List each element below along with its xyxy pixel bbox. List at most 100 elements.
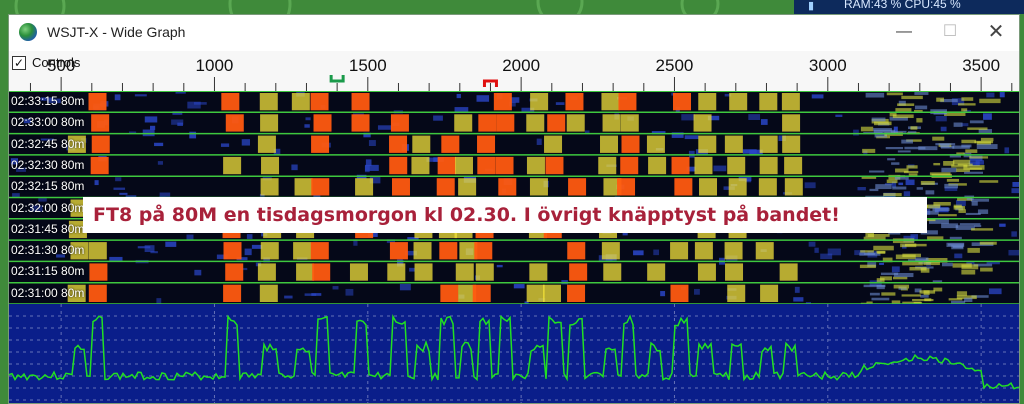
waterfall-noise <box>933 162 941 166</box>
ft8-signal <box>729 93 748 111</box>
ft8-signal <box>759 135 778 153</box>
waterfall-noise <box>979 180 999 183</box>
waterfall-noise <box>622 231 628 236</box>
ft8-signal <box>474 242 493 260</box>
waterfall-noise <box>909 267 927 271</box>
ft8-signal <box>526 114 545 132</box>
waterfall-noise <box>967 127 988 130</box>
ft8-signal <box>670 242 689 260</box>
waterfall-noise <box>305 117 311 121</box>
waterfall-noise <box>886 179 898 184</box>
waterfall-noise <box>405 250 417 256</box>
waterfall-noise <box>973 263 993 267</box>
ft8-signal <box>257 135 276 153</box>
waterfall-noise <box>874 133 888 138</box>
maximize-button[interactable]: ☐ <box>942 23 958 40</box>
waterfall-noise <box>881 292 896 296</box>
waterfall-noise <box>304 293 317 296</box>
waterfall-noise <box>496 264 503 268</box>
waterfall-noise <box>883 193 902 197</box>
waterfall-noise <box>904 146 926 150</box>
waterfall-noise <box>951 300 966 304</box>
waterfall-noise <box>251 244 263 249</box>
ft8-signal <box>387 263 406 281</box>
waterfall-noise <box>907 131 917 134</box>
waterfall-noise <box>694 288 700 295</box>
waterfall-noise <box>246 234 253 239</box>
waterfall-noise <box>887 158 896 161</box>
ft8-signal <box>68 220 87 239</box>
waterfall-noise <box>386 239 396 244</box>
window-title: WSJT-X - Wide Graph <box>47 24 186 40</box>
frequency-scale: 500 1000 1500 2000 2500 3000 3500 <box>29 56 1013 91</box>
waterfall-noise <box>865 232 874 238</box>
ft8-signal <box>412 135 431 153</box>
waterfall-noise <box>814 247 819 253</box>
waterfall-noise <box>369 177 381 184</box>
waterfall-noise <box>914 92 929 95</box>
ruler-label: 3500 <box>962 56 1000 75</box>
ft8-signal <box>529 263 548 281</box>
waterfall-noise <box>1004 147 1010 154</box>
waterfall-noise <box>150 125 156 130</box>
ft8-signal <box>724 135 743 153</box>
ft8-signal <box>566 114 585 132</box>
waterfall-noise <box>979 241 997 245</box>
waterfall-noise <box>951 245 964 250</box>
waterfall-noise <box>944 186 958 192</box>
waterfall-noise <box>953 206 966 210</box>
waterfall-noise <box>244 248 252 256</box>
waterfall-noise <box>920 230 938 235</box>
waterfall-noise <box>744 178 752 183</box>
ft8-signal <box>225 263 244 281</box>
row-timestamp: 02:33:00 80m <box>11 115 85 130</box>
waterfall-noise <box>742 149 757 154</box>
waterfall-noise <box>956 152 965 155</box>
waterfall-noise <box>332 286 339 290</box>
waterfall-noise <box>1012 181 1019 187</box>
ft8-signal <box>530 93 549 111</box>
frequency-ruler[interactable]: 500 1000 1500 2000 2500 3000 3500 ✓ Controls <box>9 51 1019 92</box>
waterfall-noise <box>932 136 945 141</box>
ft8-signal <box>260 178 279 196</box>
waterfall-noise <box>958 209 966 213</box>
waterfall-noise <box>903 191 911 197</box>
waterfall-noise <box>880 272 899 276</box>
ft8-signal <box>67 135 86 153</box>
minimize-button[interactable]: — <box>896 23 912 40</box>
waterfall-noise <box>857 187 866 191</box>
ft8-signal <box>698 135 717 153</box>
controls-check-icon[interactable]: ✓ <box>12 56 26 70</box>
ft8-signal <box>475 263 494 281</box>
waterfall-noise <box>912 298 934 302</box>
waterfall-noise <box>927 236 944 240</box>
waterfall-noise <box>919 290 936 294</box>
waterfall-noise <box>971 228 994 231</box>
ft8-signal <box>782 114 801 132</box>
ft8-signal <box>699 178 718 196</box>
waterfall-noise <box>971 201 978 206</box>
tx-frequency-marker <box>482 79 498 87</box>
waterfall-noise <box>513 284 525 289</box>
ft8-signal <box>436 178 455 196</box>
waterfall-noise <box>808 241 816 247</box>
waterfall-noise <box>377 125 392 130</box>
ft8-signal <box>671 156 690 175</box>
ft8-signal <box>261 156 280 175</box>
close-button[interactable]: ✕ <box>987 21 1005 43</box>
waterfall-noise <box>956 295 977 300</box>
spectrum-plot[interactable] <box>9 304 1019 403</box>
ft8-signal <box>351 93 370 111</box>
waterfall-noise <box>961 139 977 144</box>
waterfall-noise <box>724 93 732 97</box>
title-bar[interactable]: WSJT-X - Wide Graph — ☐ ✕ <box>9 15 1019 51</box>
waterfall-noise <box>916 187 923 190</box>
waterfall-noise <box>889 116 908 121</box>
ft8-signal <box>296 263 315 281</box>
waterfall-noise <box>584 130 590 134</box>
ft8-signal <box>437 156 456 175</box>
waterfall-noise <box>933 287 943 292</box>
ft8-signal <box>759 156 778 175</box>
ft8-signal <box>70 242 89 260</box>
ft8-signal <box>454 114 473 132</box>
